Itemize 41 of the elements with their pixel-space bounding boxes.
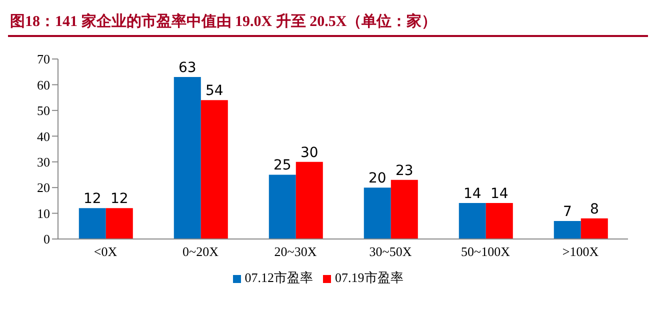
legend-label: 07.19市盈率 (335, 270, 404, 285)
x-tick-label: <0X (94, 244, 118, 260)
data-label: 12 (83, 191, 102, 208)
data-label: 7 (562, 204, 572, 220)
bar (554, 221, 581, 239)
bar (458, 203, 486, 239)
bar (364, 188, 391, 239)
y-tick-label: 10 (37, 206, 50, 221)
bar (296, 162, 323, 239)
y-tick-label: 60 (37, 77, 50, 92)
bar (268, 174, 296, 239)
x-tick-label: 20~30X (274, 244, 318, 260)
chart-title: 图18：141 家企业的市盈率中值由 19.0X 升至 20.5X（单位：家） (8, 8, 648, 37)
data-label: 20 (368, 170, 386, 187)
data-label: 30 (300, 144, 318, 161)
y-tick-label: 0 (44, 232, 50, 247)
y-tick-label: 20 (37, 180, 50, 196)
data-label: 8 (590, 201, 599, 218)
x-tick-label: >100X (562, 244, 600, 260)
y-tick-label: 30 (37, 154, 50, 170)
data-label: 12 (110, 191, 128, 208)
bar (580, 218, 608, 239)
data-label: 54 (205, 83, 224, 100)
bar (200, 100, 228, 239)
x-tick-label: 0~20X (182, 244, 220, 260)
y-tick-label: 70 (37, 52, 50, 67)
x-tick-label: 30~50X (369, 244, 412, 260)
bar (78, 208, 106, 239)
legend-label: 07.12市盈率 (244, 270, 313, 285)
bar (390, 180, 418, 239)
y-tick-label: 50 (37, 103, 50, 118)
data-label: 23 (395, 162, 414, 179)
x-tick-label: 50~100X (461, 244, 511, 260)
data-label: 14 (490, 186, 508, 202)
bar (174, 77, 201, 239)
data-label: 14 (463, 186, 482, 202)
bar (106, 208, 133, 239)
data-label: 25 (273, 158, 292, 174)
data-label: 63 (178, 60, 196, 76)
y-tick-label: 40 (37, 128, 50, 144)
bar (486, 203, 513, 239)
